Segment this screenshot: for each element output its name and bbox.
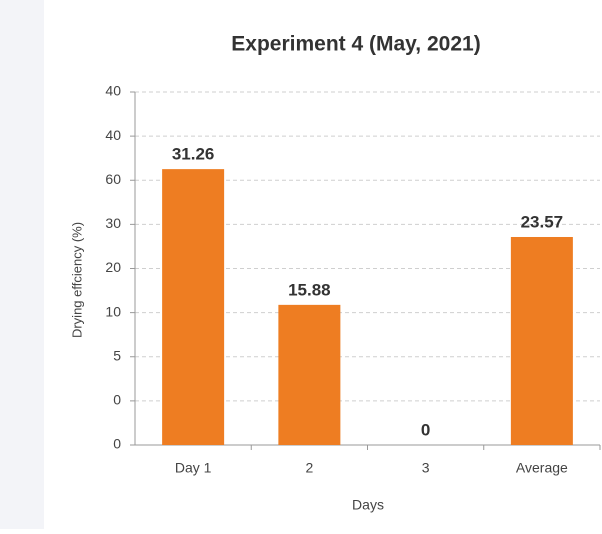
bar: [510, 236, 573, 445]
x-axis-label: Days: [352, 497, 384, 513]
y-tick-label: 10: [105, 303, 121, 319]
value-label: 0: [421, 420, 430, 439]
side-strip: [0, 0, 44, 529]
y-tick-label: 0: [113, 392, 121, 408]
y-tick-label: 20: [105, 259, 121, 275]
x-tick-label: Average: [516, 460, 568, 476]
y-tick-label: 60: [105, 171, 121, 187]
chart-title: Experiment 4 (May, 2021): [231, 33, 480, 56]
y-tick-label: 40: [105, 83, 121, 99]
y-tick-label: 40: [105, 127, 121, 143]
x-tick-label: 3: [422, 460, 430, 476]
y-tick-label: 5: [113, 347, 121, 363]
y-tick-label: 30: [105, 215, 121, 231]
value-label: 31.26: [172, 145, 215, 164]
x-tick-label: Day 1: [175, 460, 212, 476]
y-tick-label: 0: [113, 436, 121, 452]
y-axis-label: Drying effciency (%): [69, 222, 84, 338]
value-label: 23.57: [521, 212, 564, 231]
value-label: 15.88: [288, 280, 331, 299]
bar: [162, 169, 225, 445]
x-tick-label: 2: [305, 460, 313, 476]
bar: [278, 304, 341, 445]
